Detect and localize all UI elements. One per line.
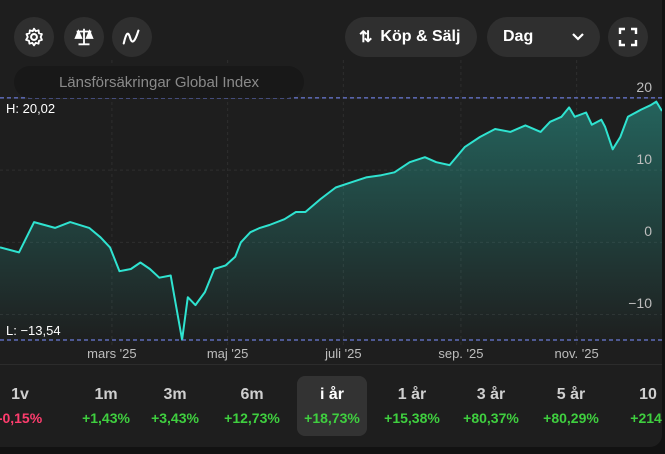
interval-select[interactable]: Dag — [487, 17, 600, 57]
period-label: 5 år — [556, 386, 586, 403]
price-line — [0, 100, 662, 341]
period-return: +80,29% — [543, 410, 599, 426]
area-fill — [0, 101, 662, 345]
settings-button[interactable] — [14, 17, 54, 57]
period-label: 3 år — [476, 386, 506, 403]
period-label: 1 år — [397, 386, 427, 403]
scale-icon — [74, 28, 94, 46]
x-tick-label: maj '25 — [206, 346, 249, 361]
fullscreen-button[interactable] — [608, 17, 648, 57]
swap-arrows-icon: ⇅ — [359, 29, 373, 46]
x-tick-label: juli '25 — [325, 346, 362, 361]
chart-type-button[interactable] — [112, 17, 152, 57]
period-tab-i-år[interactable]: i år +18,73% — [297, 376, 367, 436]
instrument-title: Länsförsäkringar Global Index — [14, 66, 304, 98]
y-tick-label: 20 — [636, 79, 652, 96]
buy-sell-button[interactable]: ⇅ Köp & Sälj — [345, 17, 477, 57]
period-tab-10[interactable]: 10 +214, — [613, 376, 662, 436]
period-selector: 1v -0,15% 1m +1,43% 3m +3,43% 6m +12,73% i år +18… — [0, 376, 662, 436]
period-label: 3m — [163, 386, 187, 403]
period-tab-1m[interactable]: 1m +1,43% — [71, 376, 141, 436]
y-tick-label: 10 — [636, 151, 652, 168]
period-return: +18,73% — [304, 410, 360, 426]
period-label: 10 — [639, 386, 657, 403]
line-chart-icon — [122, 29, 140, 45]
x-tick-label: nov. '25 — [554, 346, 599, 361]
period-return: +3,43% — [151, 410, 199, 426]
period-label: 1v — [11, 386, 29, 403]
period-return: +15,38% — [384, 410, 440, 426]
period-tab-6m[interactable]: 6m +12,73% — [217, 376, 287, 436]
period-tab-5-år[interactable]: 5 år +80,29% — [536, 376, 606, 436]
period-return: +1,43% — [82, 410, 130, 426]
fullscreen-icon — [618, 27, 638, 47]
period-label: i år — [319, 386, 344, 403]
buy-sell-label: Köp & Sälj — [380, 28, 461, 45]
period-tab-3m[interactable]: 3m +3,43% — [140, 376, 210, 436]
y-tick-label: 0 — [644, 223, 652, 240]
period-return: -0,15% — [0, 410, 43, 426]
compare-button[interactable] — [64, 17, 104, 57]
period-return: +80,37% — [463, 410, 519, 426]
period-label: 6m — [240, 386, 264, 403]
low-label: L: −13,54 — [6, 323, 61, 338]
period-tab-3-år[interactable]: 3 år +80,37% — [456, 376, 526, 436]
chevron-down-icon — [572, 33, 584, 41]
price-chart[interactable] — [0, 60, 662, 345]
high-label: H: 20,02 — [6, 101, 56, 116]
x-axis-divider — [0, 364, 662, 365]
x-tick-label: sep. '25 — [438, 346, 484, 361]
y-tick-label: −10 — [628, 295, 652, 312]
interval-value: Dag — [503, 28, 534, 45]
period-tab-1-år[interactable]: 1 år +15,38% — [377, 376, 447, 436]
period-label: 1m — [94, 386, 118, 403]
period-return: +12,73% — [224, 410, 280, 426]
period-return: +214, — [630, 410, 662, 426]
period-tab-1v[interactable]: 1v -0,15% — [0, 376, 55, 436]
x-tick-label: mars '25 — [87, 346, 137, 361]
gear-icon — [25, 27, 43, 47]
